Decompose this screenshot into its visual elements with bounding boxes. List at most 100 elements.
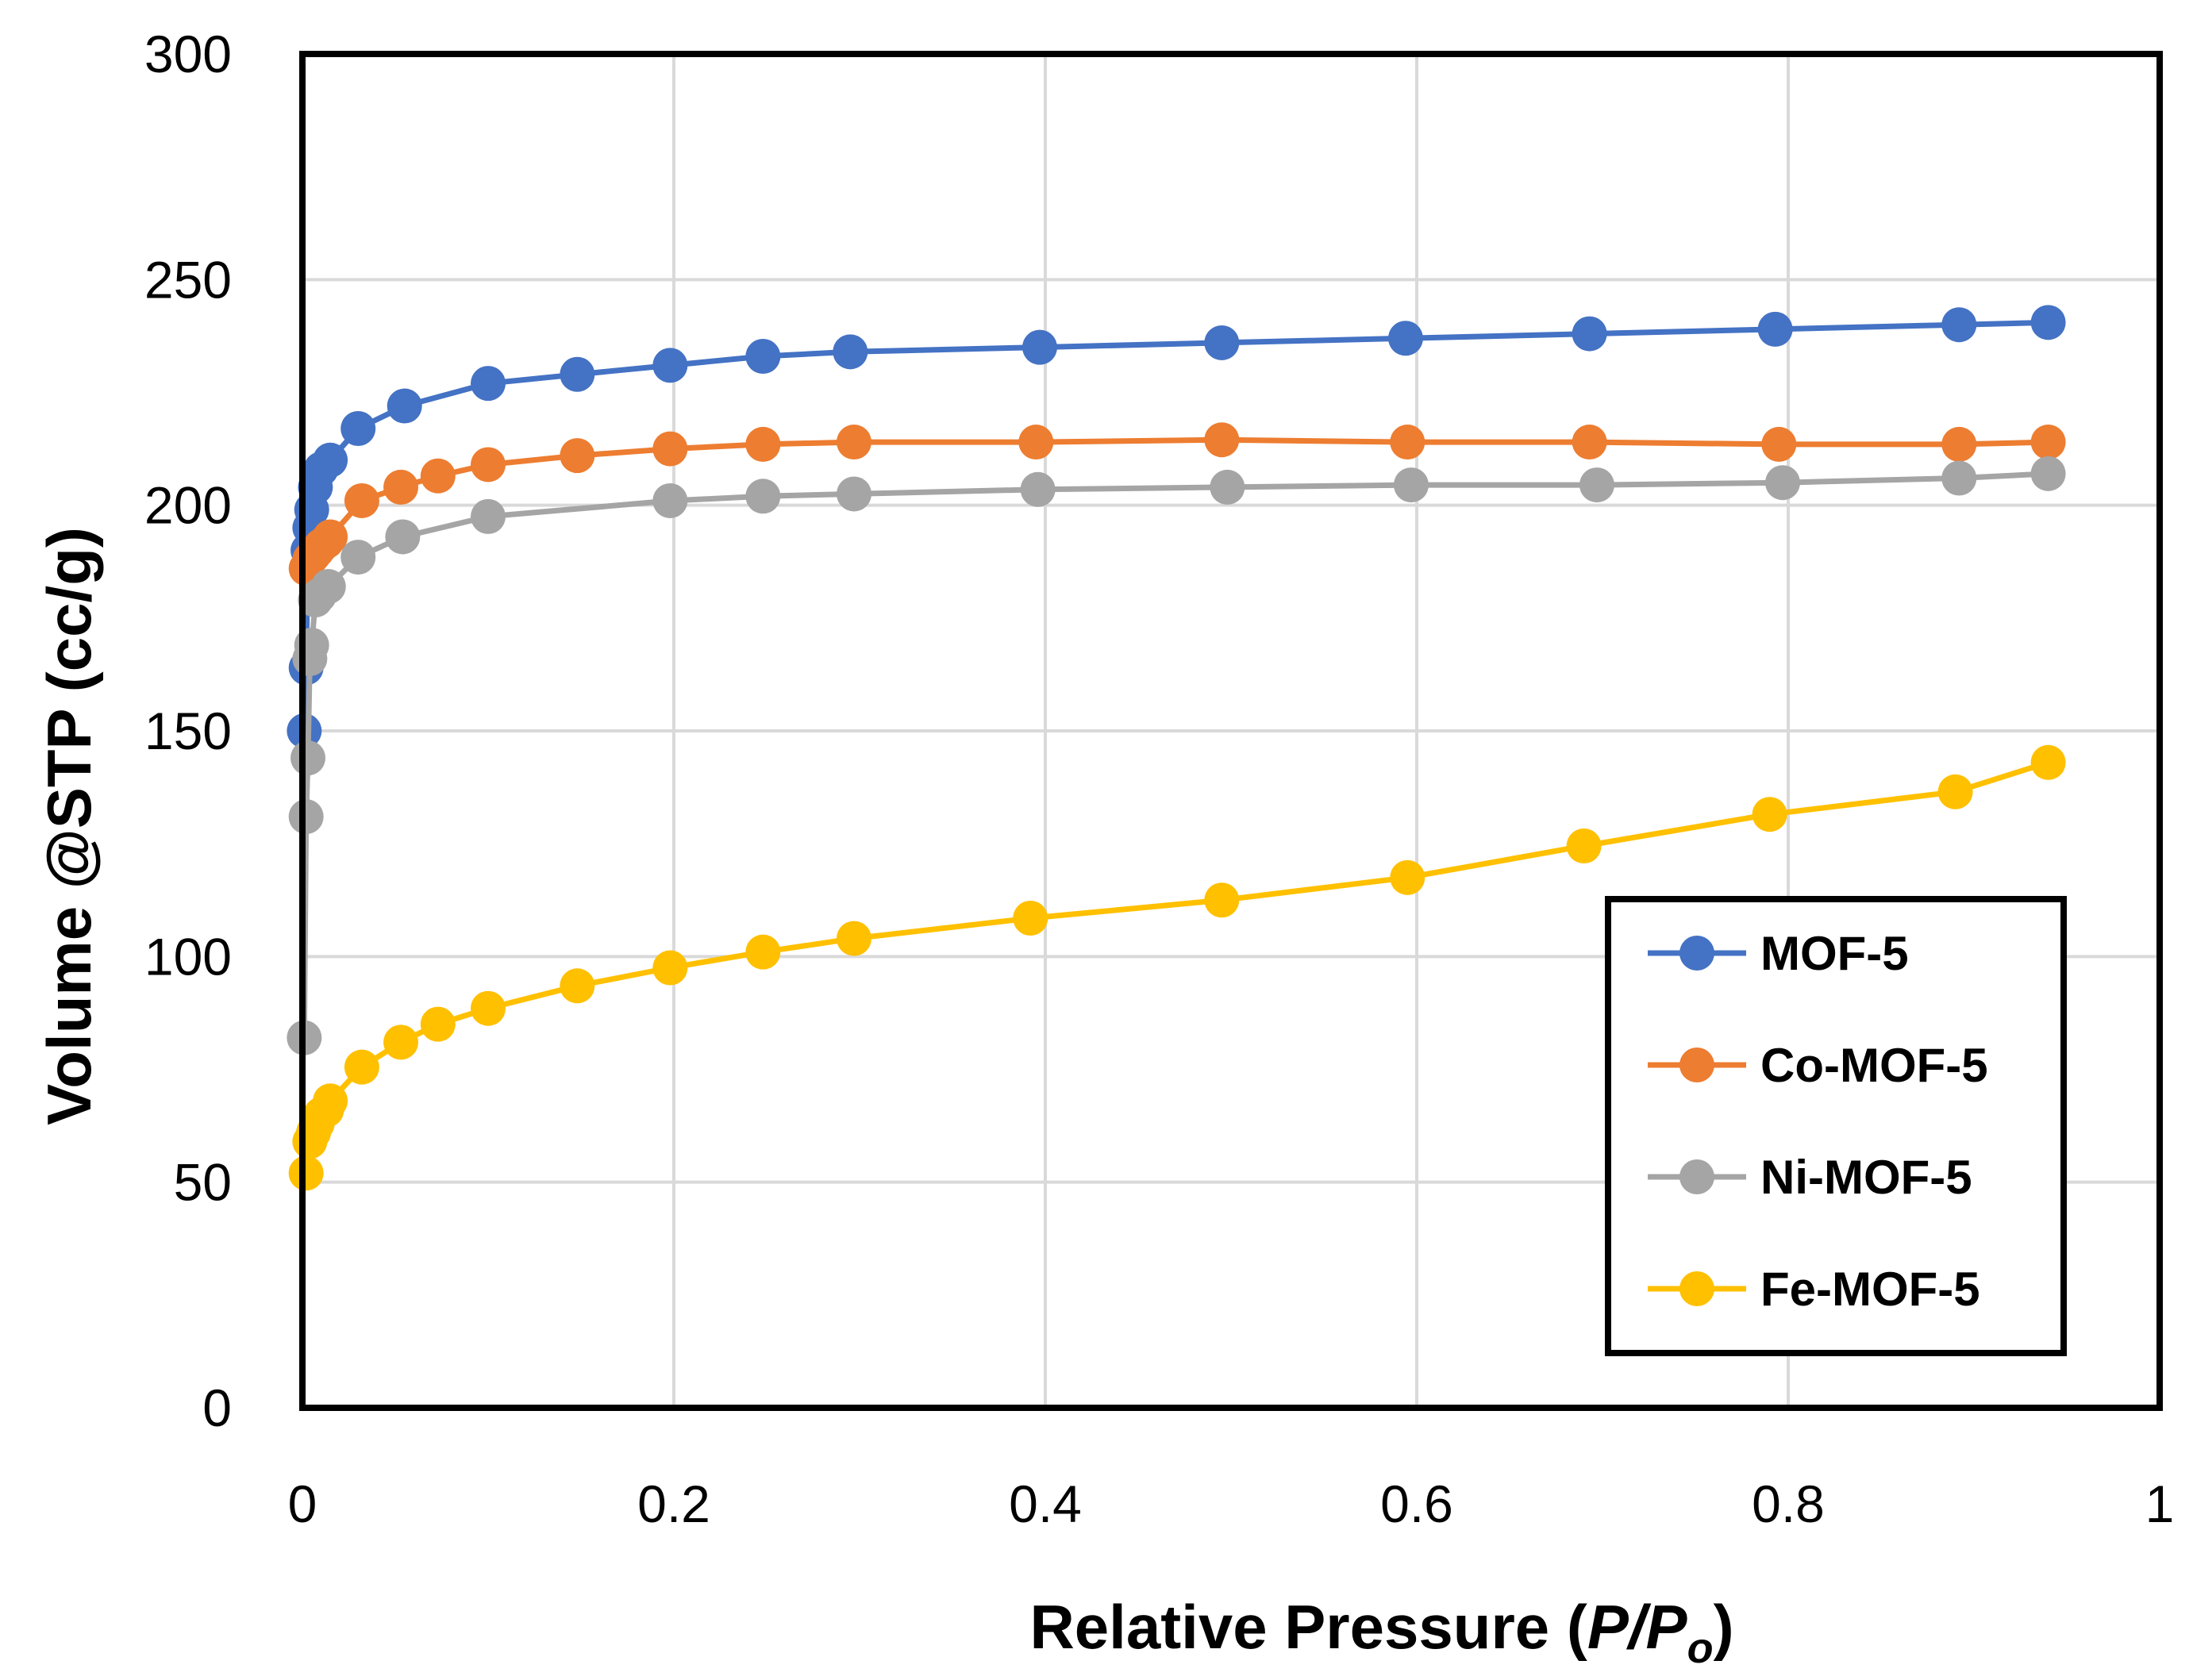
plot-frame	[299, 51, 2163, 1411]
data-point-ni-mof-5	[1764, 465, 1800, 501]
data-point-co-mof-5	[560, 438, 595, 474]
data-point-co-mof-5	[471, 447, 506, 482]
data-point-ni-mof-5	[652, 482, 688, 518]
x-axis-title: Relative Pressure (P/Po)	[1029, 1592, 1733, 1672]
data-point-fe-mof-5	[420, 1006, 456, 1042]
data-point-ni-mof-5	[288, 799, 324, 835]
y-axis-title: Volume @STP (cc/g)	[34, 527, 104, 1125]
data-point-mof-5	[1204, 325, 1240, 360]
data-point-co-mof-5	[383, 469, 419, 505]
data-point-ni-mof-5	[1393, 467, 1429, 503]
series-layer	[287, 305, 2066, 1191]
y-tick-label: 200	[144, 476, 232, 535]
y-tick-label: 150	[144, 702, 232, 760]
data-point-ni-mof-5	[836, 476, 871, 512]
series-fe-mof-5	[288, 744, 2066, 1191]
series-ni-mof-5	[287, 456, 2066, 1055]
x-tick-label: 0.4	[1009, 1474, 1082, 1533]
data-point-ni-mof-5	[745, 479, 781, 514]
data-point-fe-mof-5	[745, 934, 781, 970]
data-point-co-mof-5	[1761, 426, 1797, 462]
legend-marker	[1679, 1271, 1714, 1306]
legend-label: Ni-MOF-5	[1760, 1151, 1972, 1204]
data-point-ni-mof-5	[290, 740, 326, 776]
data-point-fe-mof-5	[1752, 797, 1787, 832]
data-point-mof-5	[745, 339, 781, 375]
legend: MOF-5 Co-MOF-5 Ni-MOF-5 Fe-MOF-5	[1605, 896, 2067, 1356]
data-point-mof-5	[1757, 311, 1793, 347]
data-point-co-mof-5	[344, 482, 379, 518]
data-point-ni-mof-5	[2030, 456, 2066, 491]
data-point-ni-mof-5	[471, 498, 506, 534]
data-point-mof-5	[387, 388, 422, 424]
legend-marker	[1679, 1048, 1714, 1082]
legend-label: MOF-5	[1760, 927, 1909, 980]
data-point-co-mof-5	[1572, 425, 1607, 460]
data-point-mof-5	[340, 410, 376, 446]
data-point-ni-mof-5	[385, 519, 421, 555]
data-point-ni-mof-5	[1579, 467, 1614, 503]
data-point-co-mof-5	[1204, 422, 1240, 458]
y-tick-label: 250	[144, 250, 232, 309]
data-point-fe-mof-5	[1390, 859, 1425, 895]
data-point-ni-mof-5	[1210, 469, 1245, 505]
data-point-mof-5	[833, 334, 868, 370]
data-point-mof-5	[313, 442, 348, 478]
data-point-co-mof-5	[2030, 425, 2066, 460]
x-tick-label: 0.8	[1752, 1474, 1825, 1533]
legend-marker	[1679, 1159, 1714, 1194]
x-tick-label: 0.2	[637, 1474, 710, 1533]
legend-item-mof-5: MOF-5	[1648, 927, 1909, 980]
data-point-fe-mof-5	[313, 1083, 348, 1119]
data-point-mof-5	[1572, 316, 1607, 352]
data-point-mof-5	[2030, 305, 2066, 340]
data-point-fe-mof-5	[1204, 882, 1240, 918]
x-tick-label: 0	[288, 1474, 317, 1533]
data-point-co-mof-5	[313, 519, 348, 555]
data-point-co-mof-5	[745, 426, 781, 462]
y-tick-label: 100	[144, 927, 232, 986]
legend-item-ni-mof-5: Ni-MOF-5	[1648, 1151, 1972, 1204]
data-point-ni-mof-5	[1020, 471, 1056, 507]
data-point-mof-5	[560, 356, 595, 392]
x-tick-label: 1	[2145, 1474, 2175, 1533]
data-point-fe-mof-5	[344, 1049, 379, 1085]
data-point-co-mof-5	[1941, 426, 1977, 462]
data-point-fe-mof-5	[560, 968, 595, 1004]
data-point-mof-5	[1021, 329, 1057, 365]
data-point-co-mof-5	[836, 425, 871, 460]
data-point-mof-5	[471, 366, 506, 402]
data-point-fe-mof-5	[1013, 900, 1048, 936]
data-point-ni-mof-5	[340, 540, 376, 575]
data-point-fe-mof-5	[1566, 828, 1602, 864]
data-point-fe-mof-5	[471, 990, 506, 1026]
legend-marker	[1679, 936, 1714, 971]
legend-label: Fe-MOF-5	[1760, 1263, 1980, 1316]
y-tick-label: 50	[174, 1153, 232, 1212]
y-tick-label: 300	[144, 25, 232, 83]
data-point-co-mof-5	[652, 431, 688, 467]
data-point-fe-mof-5	[2030, 744, 2066, 780]
data-point-co-mof-5	[1390, 425, 1425, 460]
tick-labels: 0 0.2 0.4 0.6 0.8 1 0 50 100 150 200 250 300	[144, 25, 2174, 1533]
x-tick-label: 0.6	[1380, 1474, 1453, 1533]
legend-item-fe-mof-5: Fe-MOF-5	[1648, 1263, 1980, 1316]
y-tick-label: 0	[202, 1378, 232, 1437]
grid-lines	[302, 54, 2160, 1408]
data-point-fe-mof-5	[1937, 774, 1973, 809]
data-point-fe-mof-5	[652, 950, 688, 986]
data-point-ni-mof-5	[310, 569, 346, 605]
data-point-fe-mof-5	[288, 1155, 324, 1191]
data-point-co-mof-5	[1018, 425, 1054, 460]
data-point-mof-5	[1387, 321, 1423, 356]
legend-item-co-mof-5: Co-MOF-5	[1648, 1039, 1988, 1092]
data-point-co-mof-5	[420, 458, 456, 494]
data-point-ni-mof-5	[1941, 460, 1977, 496]
legend-label: Co-MOF-5	[1760, 1039, 1988, 1092]
data-point-fe-mof-5	[836, 921, 871, 956]
data-point-mof-5	[652, 348, 688, 383]
data-point-fe-mof-5	[383, 1025, 419, 1060]
data-point-mof-5	[1941, 307, 1977, 343]
